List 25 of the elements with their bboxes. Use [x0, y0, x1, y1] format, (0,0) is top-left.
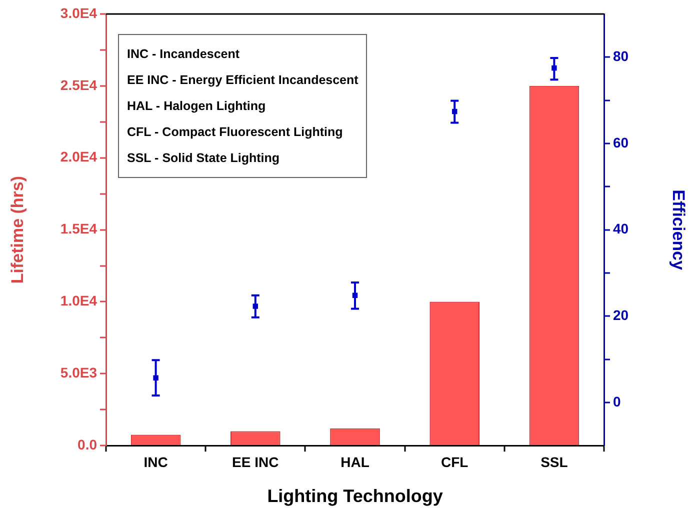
x-axis-title: Lighting Technology — [267, 486, 443, 506]
annotation: CFL - Compact Fluorescent Lighting — [127, 124, 344, 141]
y-tick-label: 1.0E4 — [60, 292, 98, 309]
annotation: HAL - Halogen Lighting — [127, 98, 267, 115]
x-tick-label: INC — [144, 454, 168, 470]
annotation: SSL - Solid State Lighting — [127, 150, 281, 167]
y2-tick-label: 60 — [613, 134, 629, 150]
y2-tick-label: 40 — [613, 220, 629, 237]
x-tick-label: HAL — [340, 454, 370, 470]
x-tick-label: EE INC — [232, 454, 279, 470]
y-tick-label: 2.5E4 — [60, 76, 98, 93]
y2-axis-title: Efficiency — [669, 190, 688, 270]
y-tick-label: 0.0 — [78, 436, 98, 452]
y2-tick-label: 80 — [613, 48, 629, 64]
y-tick-label: 5.0E3 — [60, 364, 98, 381]
y-tick-label: 1.5E4 — [60, 220, 98, 237]
y-tick-label: 2.0E4 — [60, 148, 98, 165]
x-tick-label: CFL — [440, 454, 469, 470]
y2-tick-label: 0 — [613, 393, 621, 410]
y-axis-title: Lifetime (hrs) — [8, 176, 27, 284]
annotation: EE INC - Energy Efficient Incandescent — [127, 72, 358, 89]
y2-tick-label: 20 — [613, 306, 629, 323]
y-tick-label: 3.0E4 — [60, 4, 98, 21]
x-tick-label: SSL — [540, 454, 568, 470]
annotation: INC - Incandescent — [127, 46, 241, 63]
